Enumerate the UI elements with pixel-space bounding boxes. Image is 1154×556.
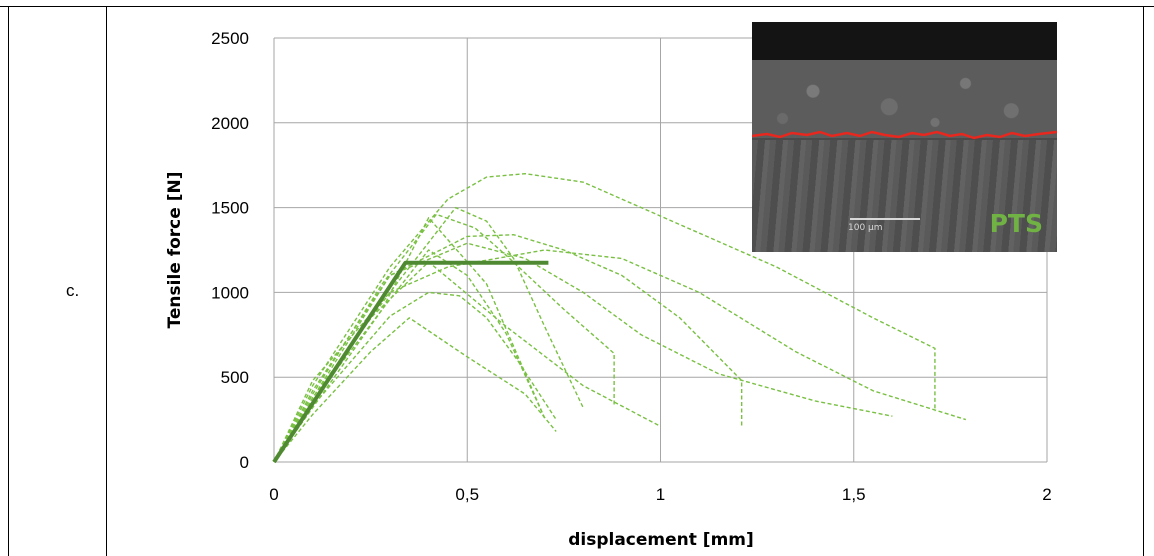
bilinear-model-line (272, 260, 549, 464)
test-curve-line (273, 249, 967, 463)
table-border-left (8, 6, 9, 556)
y-tick-label: 0 (240, 453, 249, 472)
test-curve-line (273, 317, 557, 463)
chart-ticks: 0 500 1000 1500 2000 2500 0 0,5 1 1,5 2 (211, 29, 1052, 504)
scale-bar (850, 218, 920, 220)
x-tick-label: 1,5 (842, 485, 866, 504)
table-border-top (0, 6, 1154, 7)
x-axis-title: displacement [mm] (568, 530, 754, 550)
y-tick-label: 2500 (211, 29, 249, 48)
micrograph-coating-layer (752, 60, 1057, 138)
test-curve-line (273, 291, 557, 463)
test-curve-line (273, 242, 893, 463)
table-border-right (1143, 6, 1144, 556)
test-curve-line (273, 217, 546, 463)
x-tick-label: 1 (656, 485, 665, 504)
y-tick-label: 1000 (211, 283, 249, 302)
x-tick-label: 2 (1042, 485, 1051, 504)
y-tick-label: 2000 (211, 114, 249, 133)
y-axis-title: Tensile force [N] (165, 172, 185, 329)
x-tick-label: 0 (269, 485, 278, 504)
table-border-divider (106, 6, 107, 556)
inset-label: PTS (989, 209, 1043, 238)
test-curve-line (273, 249, 546, 463)
scale-bar-label: 100 µm (848, 223, 883, 233)
x-tick-label: 0,5 (455, 485, 479, 504)
micrograph-background (752, 22, 1057, 62)
test-curve-line (273, 213, 615, 463)
test-curve-line (273, 172, 936, 463)
micrograph-substrate-layer (752, 140, 1057, 252)
y-tick-label: 500 (221, 368, 249, 387)
micrograph-inset: 100 µm PTS (752, 22, 1057, 252)
y-tick-label: 1500 (211, 199, 249, 218)
row-label: c. (66, 281, 80, 300)
test-curve-line (273, 206, 584, 463)
interface-boundary-line (752, 130, 1057, 140)
chart-series (272, 172, 967, 464)
